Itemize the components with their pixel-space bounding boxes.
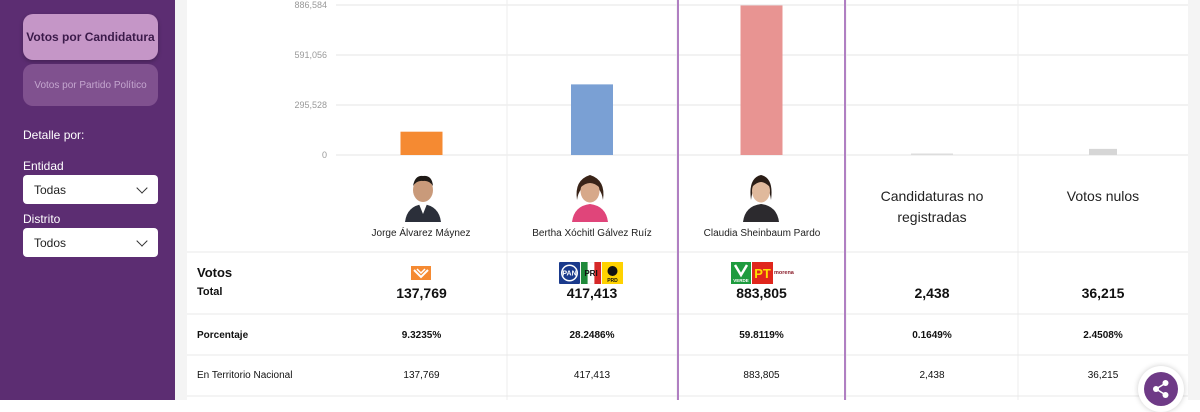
porcentaje-label: Porcentaje bbox=[197, 330, 249, 341]
district-label: Distrito bbox=[23, 212, 61, 226]
national-jorge: 137,769 bbox=[403, 370, 440, 381]
national-claudia: 883,805 bbox=[743, 370, 780, 381]
pri-logo-text: PRI bbox=[584, 269, 597, 278]
candidate-photo-bertha bbox=[568, 170, 612, 222]
detail-label: Detalle por: bbox=[23, 128, 85, 142]
bar-4 bbox=[1089, 148, 1117, 155]
total-claudia: 883,805 bbox=[736, 285, 787, 301]
no-registradas-line2: registradas bbox=[897, 209, 967, 225]
votos-por-candidatura-button[interactable]: Votos por Candidatura bbox=[23, 14, 158, 60]
bar-3 bbox=[911, 153, 953, 155]
sigamos-haciendo-historia-logos-icon: VERDE PT morena bbox=[731, 262, 795, 284]
district-select-value: Todos bbox=[34, 235, 67, 250]
share-button-inner[interactable] bbox=[1144, 372, 1178, 406]
morena-logo-text: morena bbox=[774, 270, 795, 276]
share-icon bbox=[1153, 380, 1169, 398]
candidate-name-no-registradas: Candidaturas no registradas bbox=[846, 186, 1018, 228]
results-chart: 0 295,528 591,056 886,584 bbox=[187, 0, 1188, 400]
y-tick-label: 0 bbox=[322, 150, 327, 160]
bar-0 bbox=[400, 131, 443, 155]
bar-2 bbox=[740, 5, 783, 156]
total-label: Total bbox=[197, 286, 223, 298]
verde-logo-text: VERDE bbox=[733, 278, 749, 283]
percent-votos-nulos: 2.4508% bbox=[1083, 330, 1123, 341]
results-card bbox=[187, 0, 1188, 400]
territorio-nacional-label: En Territorio Nacional bbox=[197, 370, 293, 381]
national-votos-nulos: 36,215 bbox=[1087, 370, 1119, 381]
entity-label: Entidad bbox=[23, 159, 64, 173]
candidate-photo-claudia bbox=[739, 170, 783, 222]
percent-jorge: 9.3235% bbox=[401, 330, 442, 341]
y-tick-label: 591,056 bbox=[294, 50, 327, 60]
pt-logo-text: PT bbox=[754, 266, 771, 281]
no-registradas-line1: Candidaturas no bbox=[880, 188, 984, 204]
fuerza-y-corazon-logos-icon: PAN PRI PRD bbox=[559, 262, 623, 284]
percent-bertha: 28.2486% bbox=[569, 330, 615, 341]
percent-claudia: 59.8119% bbox=[739, 330, 784, 341]
candidate-name-votos-nulos: Votos nulos bbox=[1066, 188, 1140, 204]
sidebar: Votos por Candidatura Votos por Partido … bbox=[0, 0, 175, 400]
votos-por-partido-button[interactable]: Votos por Partido Político bbox=[23, 64, 158, 106]
district-select[interactable]: Todos bbox=[23, 228, 158, 257]
winner-highlight-frame bbox=[677, 0, 846, 400]
entity-select[interactable]: Todas bbox=[23, 175, 158, 204]
total-no-registradas: 2,438 bbox=[914, 285, 950, 301]
total-bertha: 417,413 bbox=[566, 285, 618, 301]
national-no-registradas: 2,438 bbox=[919, 370, 945, 381]
entity-select-value: Todas bbox=[34, 182, 67, 197]
national-bertha: 417,413 bbox=[573, 370, 611, 381]
share-button[interactable] bbox=[1138, 366, 1184, 412]
bar-1 bbox=[571, 84, 613, 155]
candidate-photo-jorge bbox=[401, 170, 445, 222]
candidate-name-jorge: Jorge Álvarez Máynez bbox=[371, 228, 471, 239]
y-tick-label: 886,584 bbox=[294, 0, 327, 10]
votos-label: Votos bbox=[197, 265, 233, 280]
pan-logo-text: PAN bbox=[562, 271, 576, 278]
percent-no-registradas: 0.1649% bbox=[912, 330, 952, 341]
y-tick-label: 295,528 bbox=[294, 100, 327, 110]
total-jorge: 137,769 bbox=[396, 285, 447, 301]
total-votos-nulos: 36,215 bbox=[1081, 285, 1125, 301]
candidate-name-claudia: Claudia Sheinbaum Pardo bbox=[703, 228, 821, 239]
movimiento-ciudadano-logo-icon bbox=[411, 266, 431, 280]
prd-logo-text: PRD bbox=[607, 278, 618, 284]
candidate-name-bertha: Bertha Xóchitl Gálvez Ruíz bbox=[532, 228, 652, 239]
